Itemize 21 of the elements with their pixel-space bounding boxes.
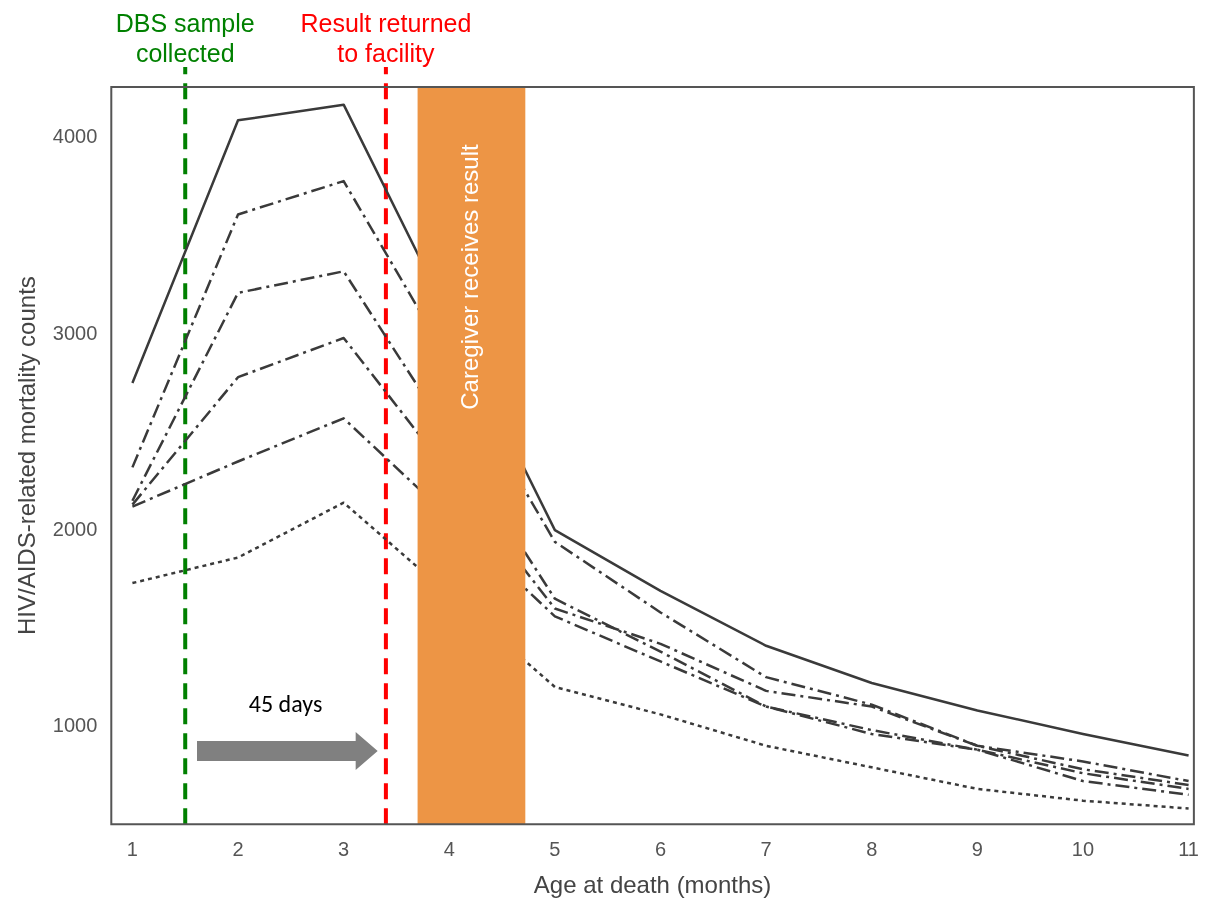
x-tick-label: 11: [1178, 837, 1199, 860]
y-tick-label: 4000: [52, 125, 98, 148]
ref-line-label: DBS sample collected: [115, 9, 255, 67]
band-label: Caregiver receives result: [456, 143, 484, 410]
x-tick-label: 2: [232, 837, 244, 860]
x-tick-label: 10: [1071, 837, 1095, 860]
x-tick-label: 6: [654, 837, 667, 860]
x-tick-label: 8: [866, 837, 878, 860]
y-tick-label: 3000: [52, 321, 98, 344]
x-tick-label: 7: [760, 837, 772, 860]
x-tick-label: 9: [971, 837, 983, 860]
x-axis-title: Age at death (months): [533, 871, 772, 899]
x-tick-label: 4: [443, 837, 455, 860]
y-tick-label: 2000: [52, 517, 98, 540]
y-axis-title: HIV/AIDS-related mortality counts: [13, 276, 41, 635]
x-tick-label: 3: [338, 837, 350, 860]
y-tick-label: 1000: [52, 713, 98, 736]
x-tick-label: 1: [126, 837, 138, 860]
x-tick-label: 5: [549, 837, 561, 860]
ref-line-label: Result returned to facility: [300, 9, 472, 67]
annotation: 45 days: [248, 689, 323, 719]
